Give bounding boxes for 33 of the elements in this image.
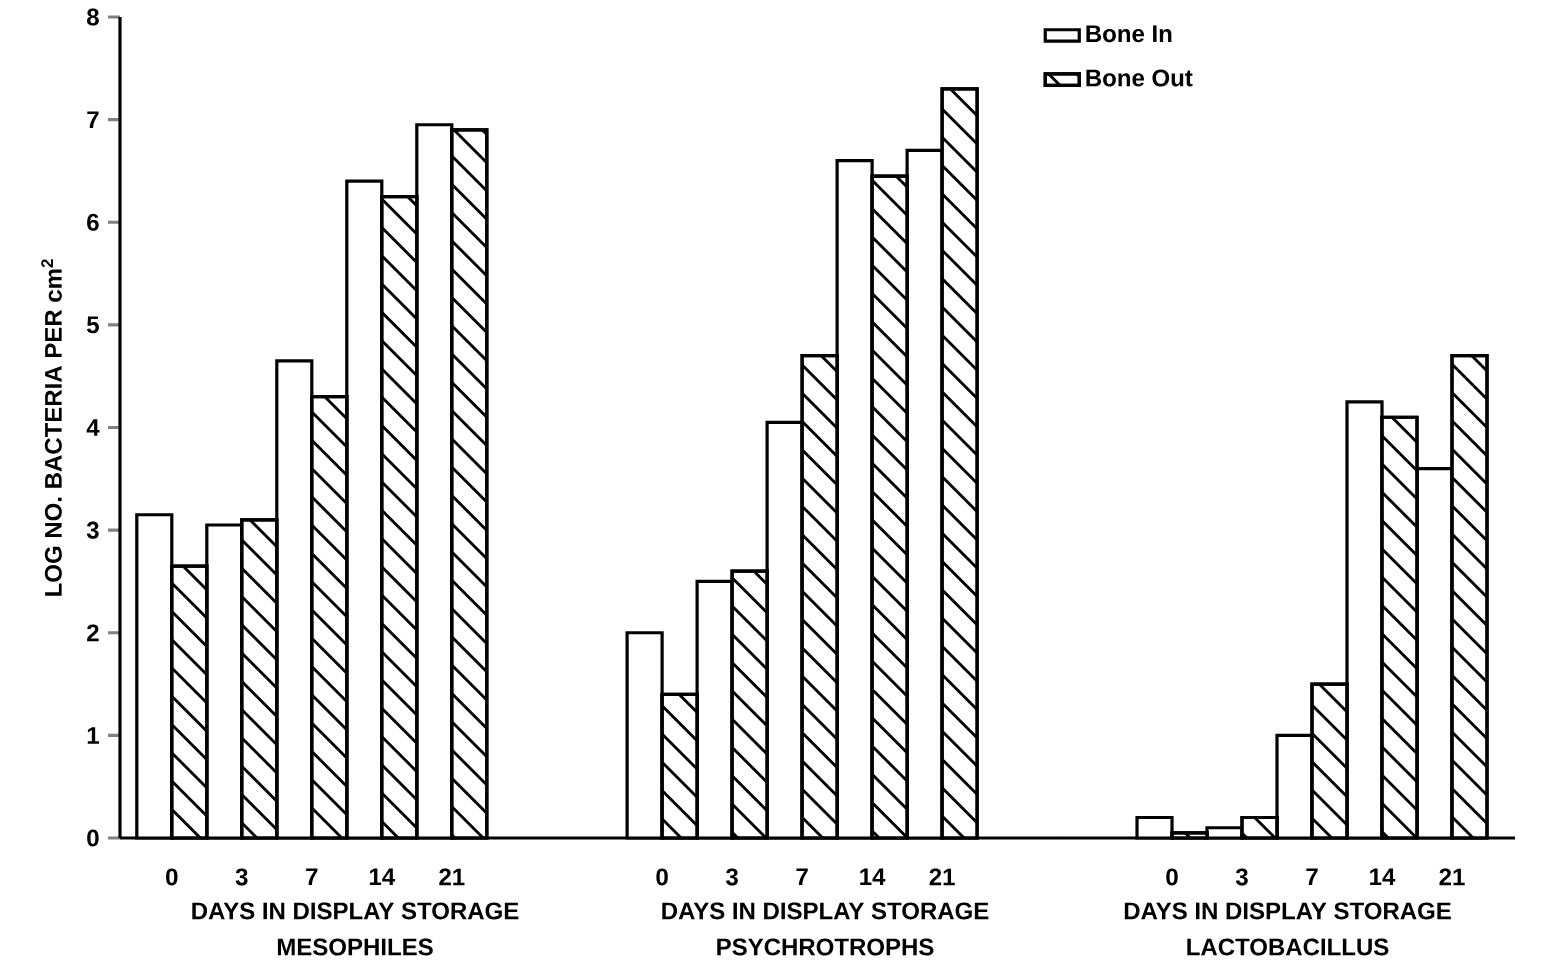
y-tick-label: 5 bbox=[87, 316, 99, 334]
x-tick-label: 7 bbox=[796, 868, 808, 885]
y-tick-label: 3 bbox=[86, 521, 99, 539]
x-tick-label: 0 bbox=[1166, 868, 1178, 886]
y-tick-label: 1 bbox=[87, 727, 99, 744]
x-tick-label: 0 bbox=[656, 868, 668, 886]
legend-label: Bone Out bbox=[1086, 69, 1193, 87]
y-tick-label: 0 bbox=[87, 829, 99, 847]
x-tick-label: 14 bbox=[1370, 868, 1396, 885]
y-tick-label: 7 bbox=[87, 111, 99, 128]
x-tick-label: 21 bbox=[439, 868, 465, 886]
y-tick-label: 4 bbox=[86, 419, 100, 436]
x-axis-title: DAYS IN DISPLAY STORAGE bbox=[1124, 902, 1451, 920]
y-tick-label: 6 bbox=[87, 213, 99, 231]
x-tick-label: 0 bbox=[166, 868, 178, 886]
y-tick-label: 2 bbox=[87, 624, 99, 642]
x-tick-label: 21 bbox=[929, 868, 955, 886]
x-tick-label: 7 bbox=[1306, 868, 1318, 885]
x-tick-label: 14 bbox=[860, 868, 886, 885]
text: MESOPHILES bbox=[277, 938, 433, 956]
x-axis-title: DAYS IN DISPLAY STORAGE bbox=[192, 902, 519, 920]
x-tick-label: 3 bbox=[1235, 868, 1248, 886]
x-tick-label: 3 bbox=[726, 868, 738, 886]
text: LACTOBACILLUS bbox=[1187, 938, 1389, 956]
x-axis-title: DAYS IN DISPLAY STORAGE bbox=[662, 902, 989, 920]
x-tick-label: 21 bbox=[1439, 868, 1465, 886]
x-tick-label: 14 bbox=[369, 868, 396, 885]
y-axis-title: LOG NO. BACTERIA PER cm$^{2}$ bbox=[41, 259, 62, 596]
y-tick-label: 8 bbox=[87, 8, 99, 26]
legend-label: Bone In bbox=[1086, 25, 1172, 43]
text: PSYCHROTROPHS bbox=[717, 938, 934, 956]
x-tick-label: 3 bbox=[235, 868, 248, 886]
x-tick-label: 7 bbox=[306, 868, 318, 885]
